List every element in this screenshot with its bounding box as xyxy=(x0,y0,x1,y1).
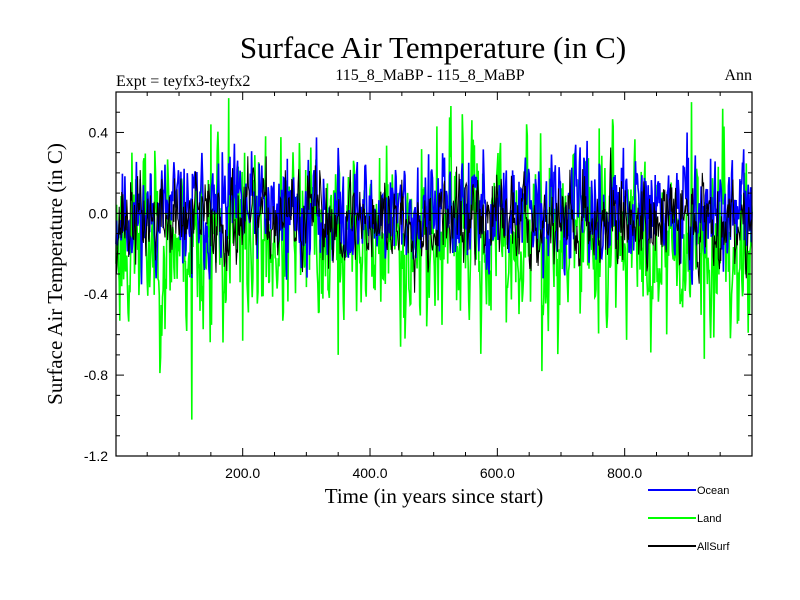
series-line-land xyxy=(115,98,753,420)
y-axis-label: Surface Air Temperature (in C) xyxy=(43,143,67,405)
x-axis: 200.0 400.0 600.0 800.0 xyxy=(146,92,721,481)
series-line-allsurf xyxy=(115,147,753,293)
y-tick-label: 0.4 xyxy=(89,124,109,140)
y-tick-label: -0.8 xyxy=(84,367,108,383)
y-tick-label: -0.4 xyxy=(84,286,108,302)
x-tick-label: 600.0 xyxy=(480,465,515,481)
series-line-ocean xyxy=(115,132,753,285)
series-layer xyxy=(115,98,753,420)
legend-label-land: Land xyxy=(697,513,721,525)
chart-subtitle-center: 115_8_MaBP - 115_8_MaBP xyxy=(335,67,524,84)
legend-label-ocean: Ocean xyxy=(697,485,729,497)
y-axis: -1.2 -0.8 -0.4 0.0 0.4 xyxy=(84,91,752,464)
chart-subtitle-right: Ann xyxy=(724,67,752,84)
y-tick-label: -1.2 xyxy=(84,448,108,464)
x-tick-label: 400.0 xyxy=(352,465,387,481)
x-axis-label: Time (in years since start) xyxy=(325,484,544,508)
legend: Ocean Land AllSurf xyxy=(648,485,730,553)
legend-label-allsurf: AllSurf xyxy=(697,541,730,553)
chart-title: Surface Air Temperature (in C) xyxy=(240,30,626,65)
x-tick-label: 200.0 xyxy=(225,465,260,481)
x-tick-label: 800.0 xyxy=(607,465,642,481)
chart-subtitle-left: Expt = teyfx3-teyfx2 xyxy=(116,73,250,90)
y-tick-label: 0.0 xyxy=(89,205,109,221)
